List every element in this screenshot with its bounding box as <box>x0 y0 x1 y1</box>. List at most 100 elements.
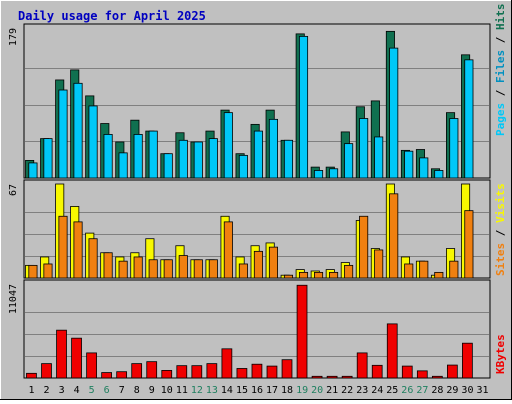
bar-files <box>298 35 309 179</box>
bar-files <box>434 170 444 179</box>
bar-files <box>58 89 68 179</box>
bar-sites <box>419 260 429 279</box>
x-tick-label: 6 <box>104 385 110 396</box>
x-tick-label: 24 <box>371 385 383 396</box>
y-max-label: 11047 <box>8 284 19 314</box>
bar-sites <box>283 274 294 279</box>
bar-sites <box>434 271 444 279</box>
x-tick-label: 19 <box>296 385 308 396</box>
bar-files <box>268 118 278 179</box>
bar-files <box>193 141 203 179</box>
x-tick-label: 2 <box>44 385 50 396</box>
x-tick-label: 5 <box>89 385 95 396</box>
bar-sites <box>344 264 354 279</box>
bar-kbytes <box>447 364 458 379</box>
bar-sites <box>314 271 324 279</box>
bar-files <box>329 168 339 179</box>
bar-files <box>88 105 98 179</box>
legend: Sites / Visits <box>494 183 507 276</box>
bar-kbytes <box>26 372 37 379</box>
x-tick-label: 20 <box>311 385 323 396</box>
x-tick-label: 23 <box>356 385 368 396</box>
bar-sites <box>118 260 128 279</box>
bar-sites <box>464 210 474 279</box>
legend-separator: / <box>494 30 507 50</box>
bar-kbytes <box>221 348 233 379</box>
bar-kbytes <box>462 342 473 379</box>
bar-kbytes <box>206 363 218 379</box>
panel-frame <box>23 279 491 379</box>
bar-kbytes <box>356 352 368 379</box>
bar-files <box>208 138 218 179</box>
bar-sites <box>28 264 38 279</box>
bar-kbytes <box>296 284 308 379</box>
bar-kbytes <box>131 363 143 379</box>
x-tick-label: 28 <box>431 385 443 396</box>
bar-sites <box>374 249 384 279</box>
hits-files-bars <box>25 30 474 179</box>
bar-kbytes <box>386 323 398 379</box>
bar-kbytes <box>341 375 353 379</box>
bar-sites <box>329 271 339 279</box>
bar-kbytes <box>116 371 128 379</box>
bar-kbytes <box>56 329 67 379</box>
bar-sites <box>73 221 83 279</box>
bar-files <box>28 162 38 179</box>
x-tick-label: 1 <box>29 385 35 396</box>
kbytes-bars <box>26 284 473 379</box>
bar-files <box>73 82 83 179</box>
bar-kbytes <box>161 370 173 379</box>
bar-files <box>359 118 369 179</box>
x-tick-label: 27 <box>416 385 428 396</box>
bar-files <box>178 139 188 179</box>
bar-sites <box>208 259 218 279</box>
x-tick-label: 25 <box>386 385 398 396</box>
bar-sites <box>268 246 278 279</box>
x-tick-label: 4 <box>74 385 80 396</box>
x-tick-label: 16 <box>251 385 263 396</box>
y-max-label: 67 <box>8 184 19 196</box>
bar-kbytes <box>281 359 293 379</box>
bar-sites <box>298 271 309 279</box>
bar-sites <box>238 263 248 279</box>
bar-kbytes <box>266 365 278 379</box>
bar-sites <box>103 252 113 279</box>
bar-kbytes <box>431 375 443 379</box>
x-tick-label: 26 <box>401 385 413 396</box>
bar-kbytes <box>86 352 97 379</box>
x-tick-label: 17 <box>266 385 278 396</box>
x-tick-label: 9 <box>149 385 155 396</box>
bar-files <box>163 153 173 179</box>
x-tick-label: 12 <box>191 385 203 396</box>
bar-files <box>253 130 263 179</box>
bar-files <box>314 170 324 179</box>
bar-files <box>419 157 429 179</box>
bar-files <box>148 130 158 179</box>
bar-sites <box>88 238 98 279</box>
bar-sites <box>404 263 414 279</box>
bar-files <box>118 152 128 179</box>
legend-item: Hits <box>494 4 507 31</box>
bar-kbytes <box>416 370 428 379</box>
bar-sites <box>359 215 369 279</box>
visits-sites-bars <box>25 183 474 279</box>
bar-sites <box>223 221 233 279</box>
x-tick-label: 18 <box>281 385 293 396</box>
bar-kbytes <box>71 337 82 379</box>
legend-separator: / <box>494 83 507 103</box>
chart-title: Daily usage for April 2025 <box>18 9 206 23</box>
legend-separator: / <box>494 223 507 243</box>
x-tick-label: 22 <box>341 385 353 396</box>
bar-kbytes <box>236 368 248 379</box>
bar-sites <box>389 193 399 279</box>
legend: Pages / Files / Hits <box>494 4 507 137</box>
x-tick-label: 3 <box>59 385 65 396</box>
bar-sites <box>148 259 158 279</box>
legend-item: Sites <box>494 243 507 276</box>
bar-sites <box>163 259 173 279</box>
bar-files <box>283 139 294 179</box>
bar-kbytes <box>41 363 52 379</box>
x-tick-label: 14 <box>221 385 233 396</box>
